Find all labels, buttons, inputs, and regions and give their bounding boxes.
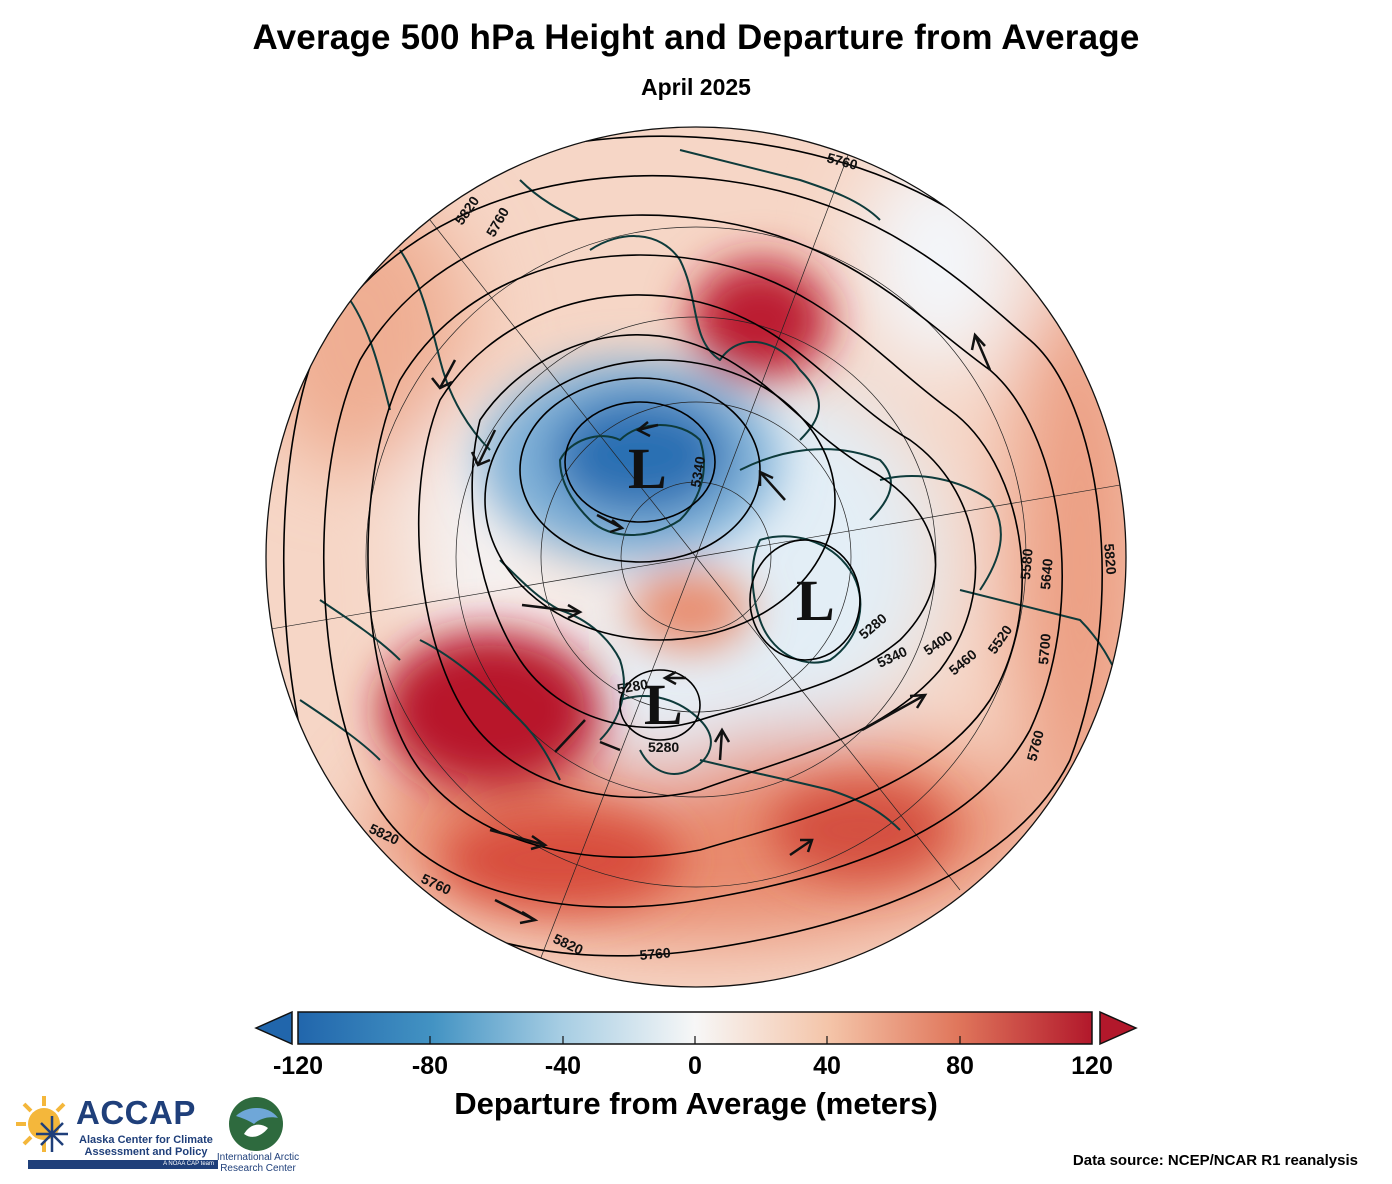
flow-arrow (718, 729, 724, 761)
colorbar-tick: 40 (813, 1052, 841, 1080)
flow-arrow-head (635, 421, 651, 438)
contour-label: 5580 (1017, 548, 1036, 581)
figure-title: Average 500 hPa Height and Departure fro… (252, 18, 1140, 57)
colorbar-tick: -40 (544, 1052, 582, 1080)
colorbar-tick: 80 (946, 1052, 974, 1080)
low-markers: L L L (628, 436, 835, 737)
globe-outline (265, 126, 1127, 988)
flow-arrow-head (609, 519, 625, 534)
accap-bar: A NOAA CAP team (28, 1160, 218, 1169)
flow-arrow-head (713, 727, 731, 743)
contour-label: 5820 (1101, 543, 1120, 576)
anomaly-field (266, 127, 1126, 987)
flow-arrow-head (662, 670, 677, 686)
accap-wordmark: ACCAP (76, 1094, 196, 1131)
flow-arrow (759, 471, 786, 501)
contour-label: 5700 (1035, 633, 1054, 666)
data-source: Data source: NCEP/NCAR R1 reanalysis (1072, 1152, 1358, 1169)
colorbar-tick-marks (429, 1036, 961, 1044)
contour-label: 5760 (1023, 728, 1047, 762)
flow-arrow-head (567, 603, 583, 620)
flow-arrow-head (519, 910, 539, 925)
flow-arrow-head (909, 693, 928, 709)
flow-arrow-head (470, 451, 491, 467)
contour-label: 5340 (687, 455, 708, 489)
flow-arrow (438, 359, 457, 389)
flow-arrow-head (970, 332, 986, 351)
low-center-label: L (644, 672, 683, 737)
colorbar-tick: -80 (411, 1052, 449, 1080)
colorbar-max-arrow (1099, 1010, 1138, 1046)
contour-label: 5760 (639, 944, 672, 963)
flow-arrow (521, 603, 581, 614)
contour-label: 5280 (648, 739, 679, 755)
colorbar-tick: -120 (272, 1052, 324, 1080)
colorbar-tick: 0 (688, 1052, 702, 1080)
colorbar-label: Departure from Average (meters) (454, 1086, 938, 1121)
flow-arrow-head (758, 470, 774, 486)
colorbar (254, 1010, 1138, 1046)
flow-arrow (789, 838, 813, 857)
flow-arrows (431, 332, 992, 925)
low-center-label: L (796, 568, 835, 633)
accap-tagline: Alaska Center for Climate Assessment and… (79, 1134, 213, 1158)
flow-arrow (637, 423, 659, 432)
iarc-logo: International Arctic Research Center (208, 1094, 308, 1176)
accap-logo: ACCAP Alaska Center for Climate Assessme… (14, 1094, 218, 1172)
flow-arrow (489, 828, 546, 847)
colorbar-min-arrow (254, 1010, 293, 1046)
flow-arrow-head (431, 377, 453, 390)
contour-label: 5640 (1037, 558, 1056, 591)
figure-subtitle: April 2025 (641, 74, 751, 100)
globe-bird-icon (229, 1097, 283, 1151)
colorbar-tick: 120 (1071, 1052, 1113, 1080)
flow-arrow (973, 334, 992, 371)
contour-label: 5280 (616, 676, 650, 697)
low-center-label: L (628, 436, 667, 501)
flow-arrow-head (800, 838, 814, 853)
iarc-wordmark: International Arctic Research Center (216, 1152, 300, 1174)
flow-arrow (476, 429, 497, 466)
flow-arrow-head (530, 834, 548, 851)
flow-arrow (861, 693, 926, 732)
flow-arrow (599, 740, 621, 752)
sun-snowflake-icon (16, 1096, 68, 1152)
contour-label: 5760 (825, 149, 859, 173)
coastlines (299, 149, 1121, 831)
flow-arrow (554, 719, 586, 753)
